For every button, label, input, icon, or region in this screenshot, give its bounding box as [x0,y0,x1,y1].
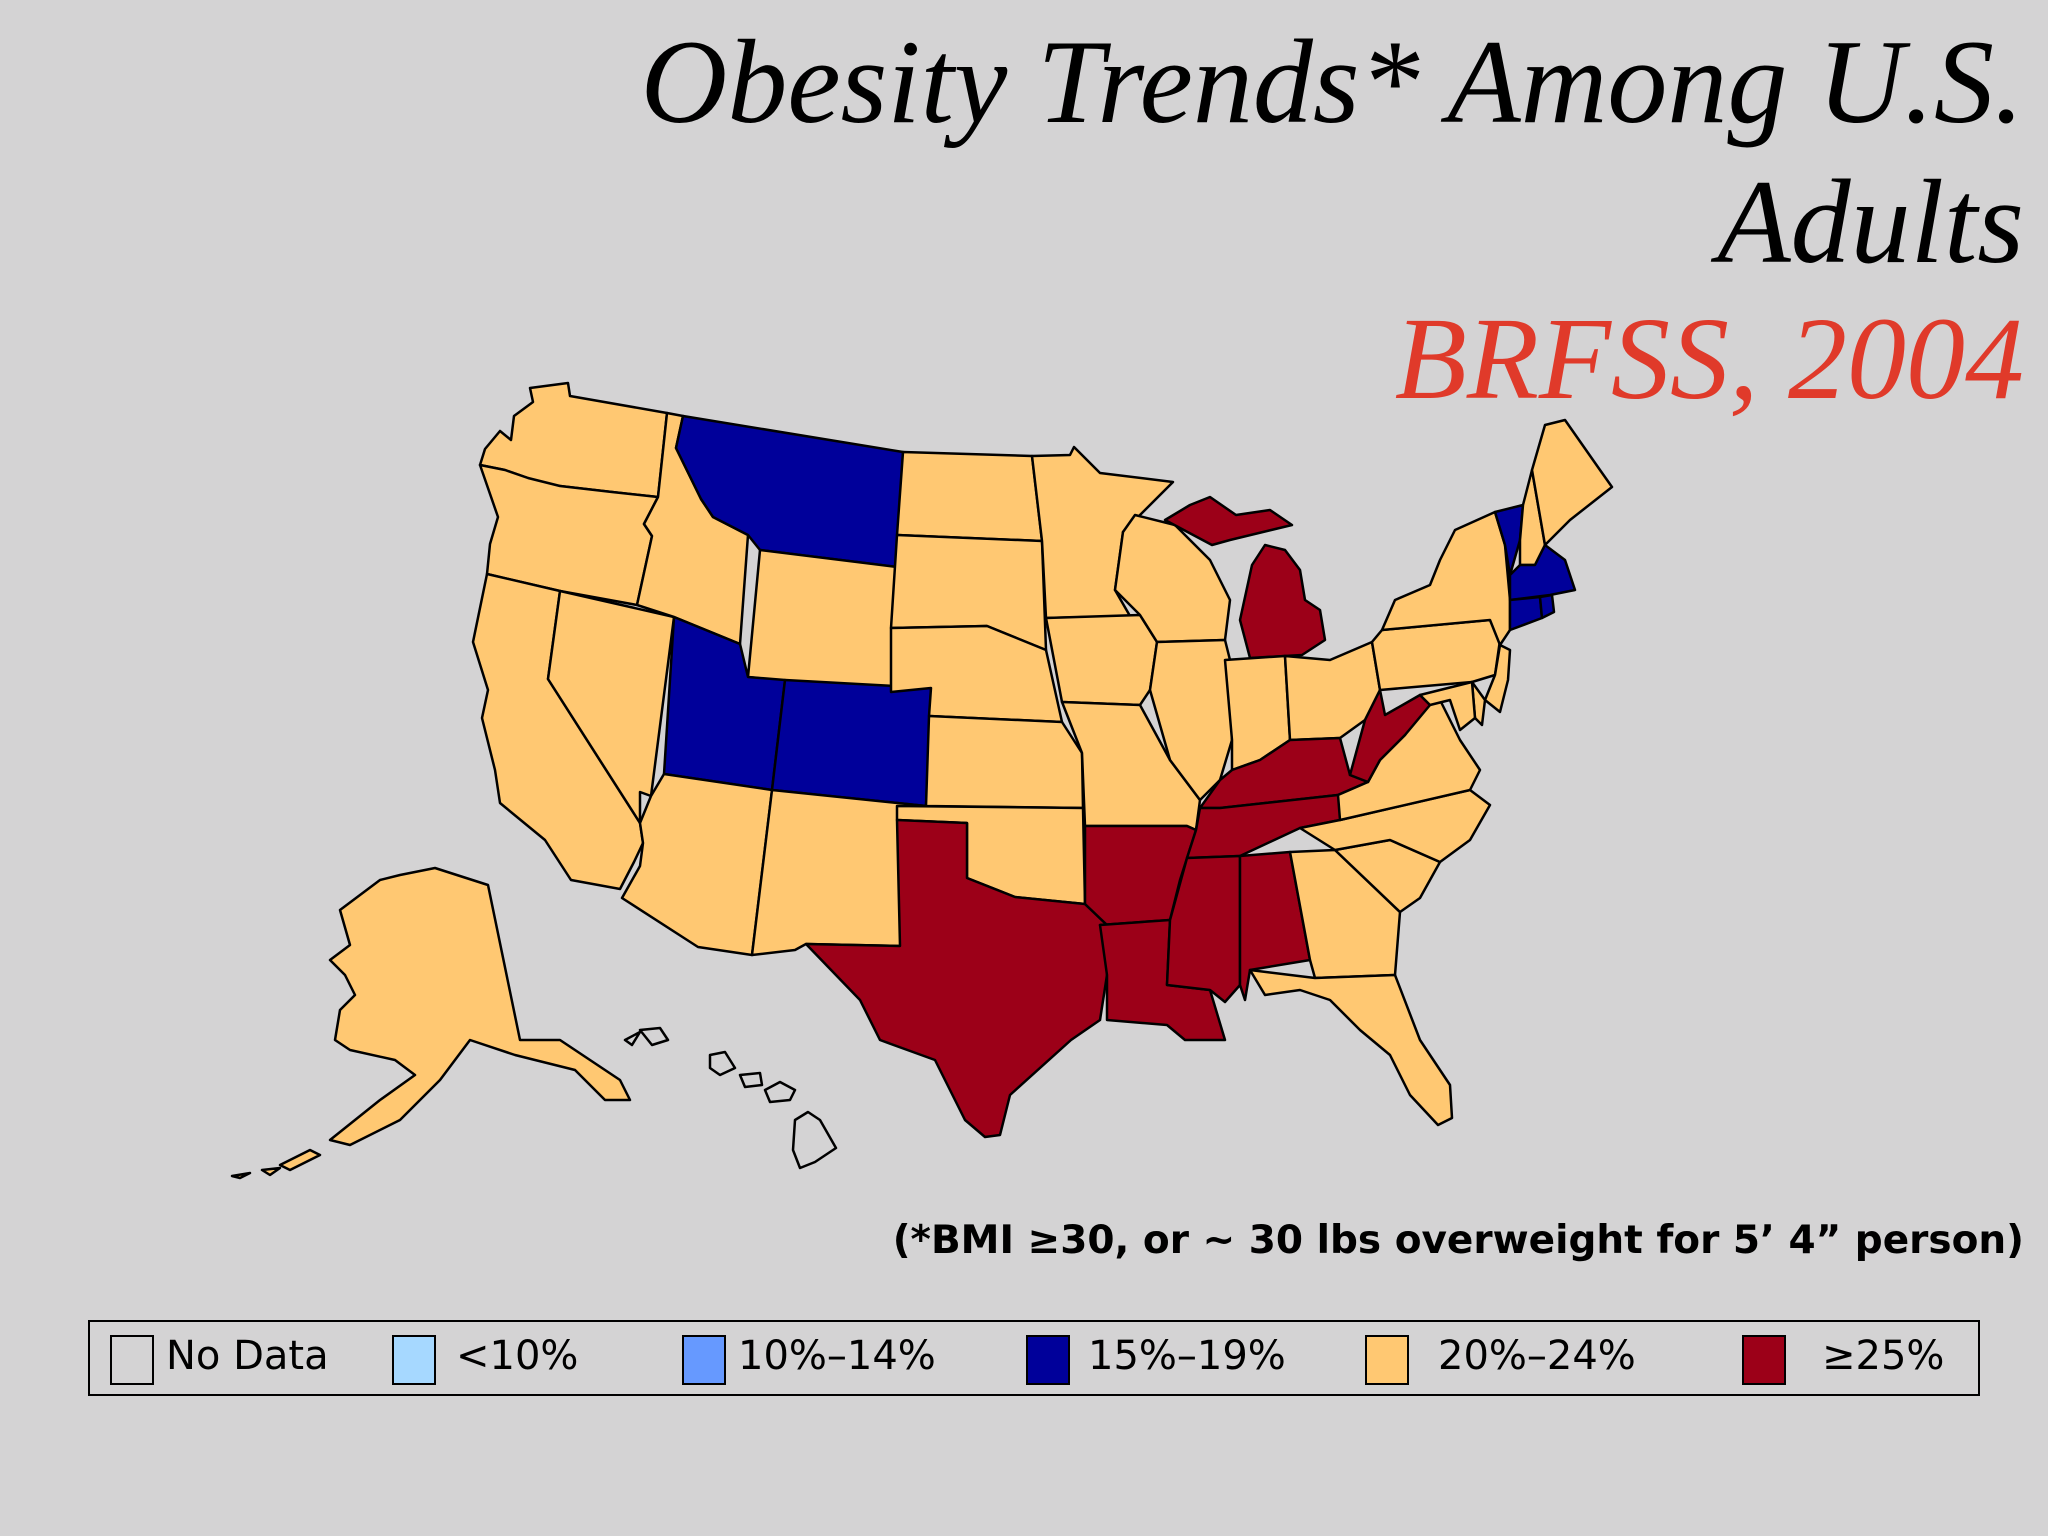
state-MI[interactable] [1163,495,1327,660]
state-PA[interactable] [1370,618,1502,692]
state-IA[interactable] [1044,613,1159,707]
state-MD[interactable] [1418,680,1477,732]
state-TX[interactable] [804,818,1109,1139]
state-VT[interactable] [1493,503,1525,577]
legend-swatch-lt10 [392,1335,436,1385]
state-HI[interactable] [623,1026,838,1170]
state-CT[interactable] [1508,595,1544,632]
state-AZ[interactable] [620,772,774,957]
legend: No Data <10% 10%–14% 15%–19% 20%–24% ≥25… [88,1320,1980,1396]
footnote: (*BMI ≥30, or ~ 30 lbs overweight for 5’… [892,1218,2024,1263]
legend-label-no-data: No Data [166,1333,329,1379]
state-NJ[interactable] [1483,643,1512,714]
state-CO[interactable] [770,678,933,808]
state-WI[interactable] [1113,513,1232,644]
legend-label-15-19: 15%–19% [1088,1333,1286,1379]
state-NY[interactable] [1380,510,1512,647]
state-KS[interactable] [924,714,1085,810]
state-RI[interactable] [1538,593,1556,620]
legend-swatch-no-data [110,1335,154,1385]
legend-swatch-10-14 [682,1335,726,1385]
legend-swatch-20-24 [1365,1335,1409,1385]
state-AK[interactable] [230,866,632,1180]
title-subtitle: BRFSS, 2004 [1394,293,2024,424]
legend-swatch-ge25 [1742,1335,1786,1385]
title-line-2: Adults [1717,155,2024,288]
state-ME[interactable] [1530,418,1614,547]
title-line-1: Obesity Trends* Among U.S. [640,15,2024,148]
legend-label-10-14: 10%–14% [738,1333,936,1379]
state-FL[interactable] [1248,968,1454,1127]
state-ND[interactable] [895,450,1044,543]
legend-swatch-15-19 [1026,1335,1070,1385]
legend-label-lt10: <10% [456,1333,579,1379]
legend-label-20-24: 20%–24% [1438,1333,1636,1379]
legend-label-ge25: ≥25% [1822,1333,1945,1379]
state-WY[interactable] [746,548,899,694]
